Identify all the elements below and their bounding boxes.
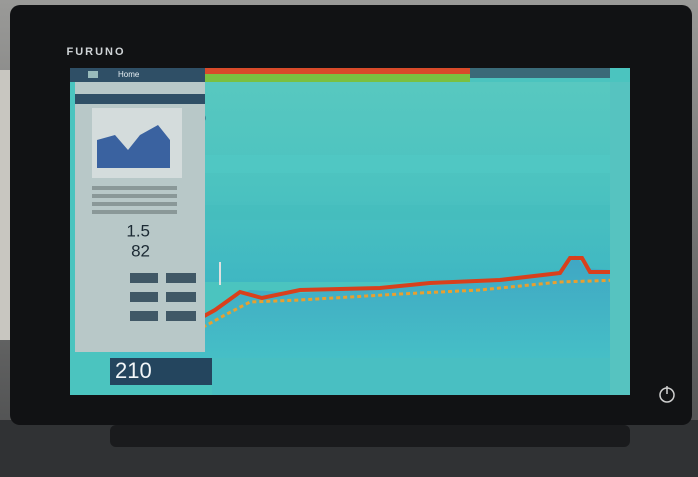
range-box: [110, 358, 212, 385]
status-strip: [470, 68, 610, 78]
depth-readout: 1.5: [126, 221, 150, 240]
gauge-chart: [97, 125, 170, 168]
seabed: [110, 255, 610, 362]
sonar-band: [205, 205, 610, 220]
brand-logo: FURUNO: [66, 46, 125, 58]
stand: [110, 425, 630, 447]
bottom-echo-edge: [114, 278, 621, 344]
home-button[interactable]: Home: [118, 70, 140, 79]
panel-buttons[interactable]: [130, 273, 196, 321]
temperature-readout: 82: [131, 241, 150, 260]
stat-rows: [92, 186, 177, 214]
sonar-water: [205, 82, 610, 282]
sonar-band: [205, 155, 610, 173]
sonar-bottom: [212, 358, 610, 395]
range-readout: 210: [115, 358, 152, 383]
status-strip-green: [205, 74, 470, 82]
top-bar: [70, 68, 205, 82]
menu-icon: [88, 71, 98, 78]
panel-header: [75, 94, 205, 104]
status-strip-red: [205, 68, 470, 74]
bottom-echo: [109, 256, 620, 338]
depth-scale: [610, 82, 630, 395]
